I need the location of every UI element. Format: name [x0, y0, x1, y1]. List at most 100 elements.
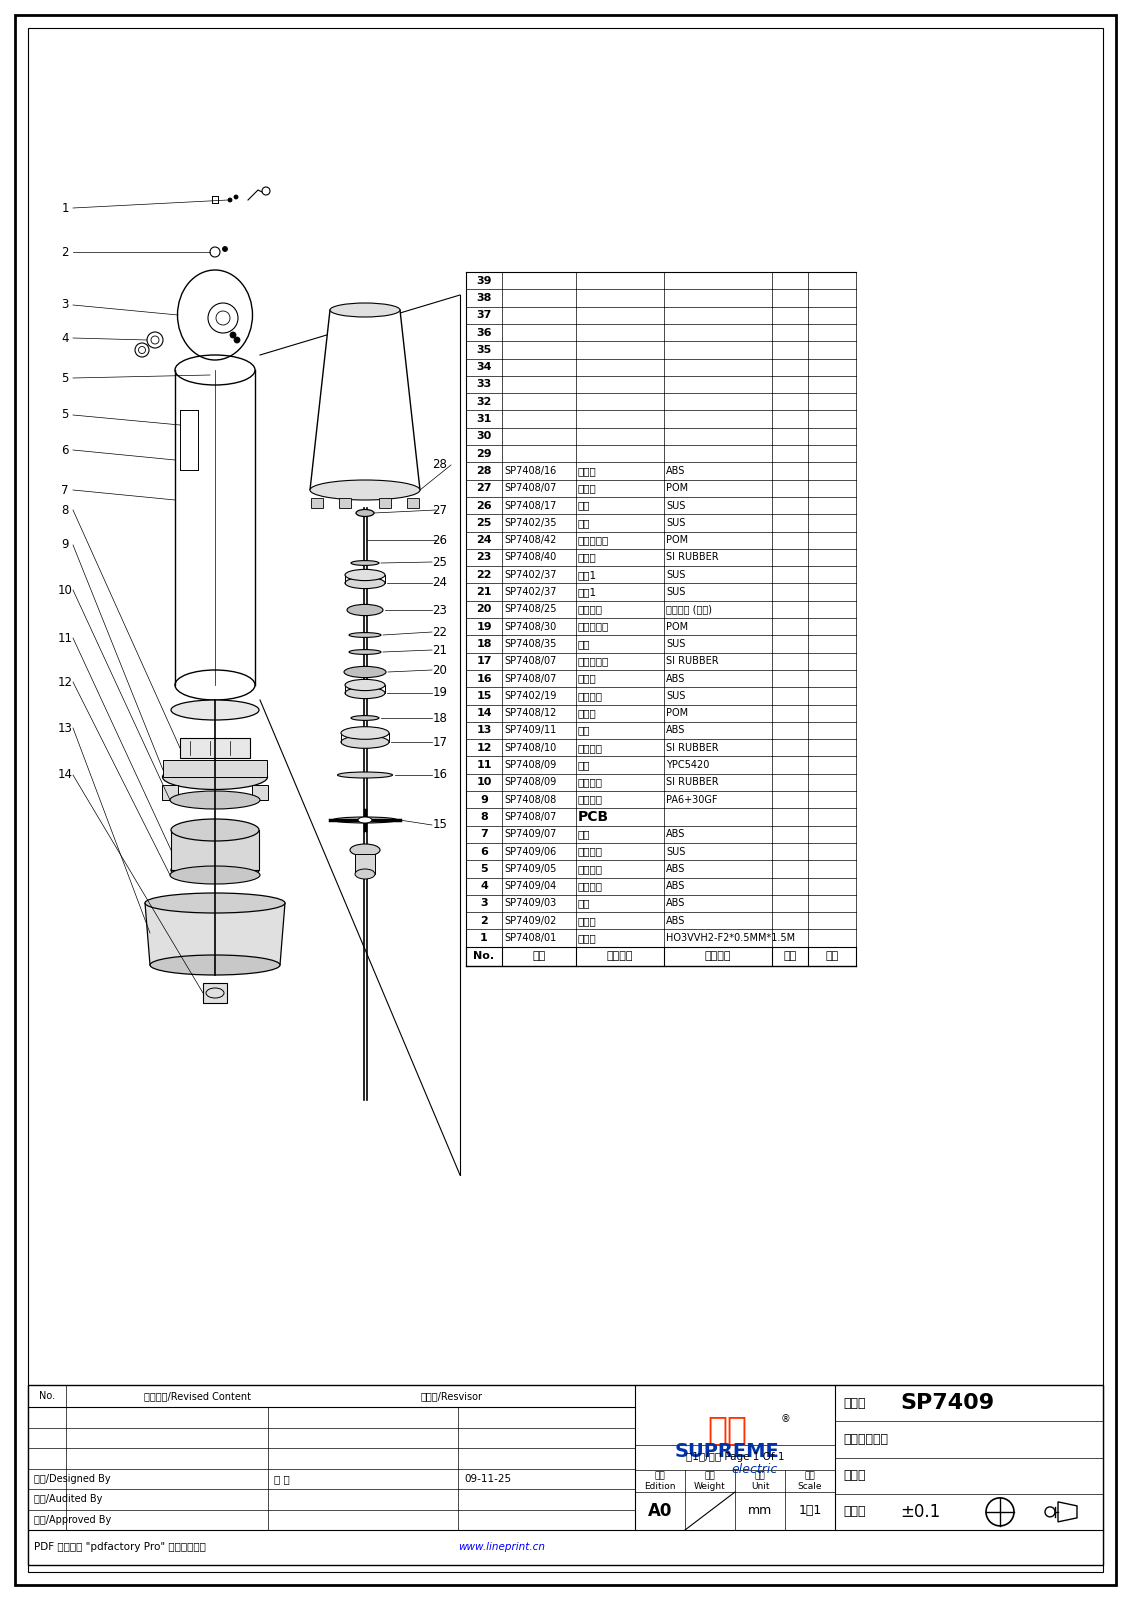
Text: 11: 11	[58, 632, 72, 645]
Text: SI RUBBER: SI RUBBER	[666, 778, 718, 787]
Text: www.lineprint.cn: www.lineprint.cn	[458, 1542, 545, 1552]
Text: 14: 14	[476, 709, 492, 718]
Polygon shape	[145, 902, 285, 965]
Text: 13: 13	[58, 722, 72, 734]
Text: 单位
Unit: 单位 Unit	[751, 1472, 769, 1491]
Text: 6: 6	[61, 443, 69, 456]
Text: 9: 9	[480, 795, 487, 805]
Text: 16: 16	[432, 768, 448, 781]
Text: SP7408/16: SP7408/16	[504, 466, 556, 475]
Text: 4: 4	[480, 882, 487, 891]
Bar	[202, 982, 227, 1003]
Bar	[28, 1386, 1103, 1565]
Text: SP7408/12: SP7408/12	[504, 709, 556, 718]
Circle shape	[223, 246, 227, 251]
Text: 22: 22	[432, 626, 448, 638]
Text: 11: 11	[476, 760, 492, 770]
Text: SP7409/03: SP7409/03	[504, 899, 556, 909]
Text: SP7402/37: SP7402/37	[504, 570, 556, 579]
Text: ABS: ABS	[666, 829, 685, 840]
Text: 审核/Audited By: 审核/Audited By	[34, 1494, 103, 1504]
Ellipse shape	[351, 560, 379, 565]
Text: SP7408/07: SP7408/07	[504, 811, 556, 822]
Text: 9: 9	[61, 539, 69, 552]
Bar	[163, 760, 267, 778]
Text: 16: 16	[476, 674, 492, 683]
Text: 20: 20	[432, 664, 448, 677]
Bar	[355, 854, 375, 874]
Text: 19: 19	[432, 686, 448, 699]
Text: 18: 18	[432, 712, 448, 725]
Text: 电源线: 电源线	[578, 933, 597, 942]
Text: 33: 33	[476, 379, 492, 389]
Text: SP7408/30: SP7408/30	[504, 622, 556, 632]
Text: 比例
Scale: 比例 Scale	[797, 1472, 822, 1491]
Text: 扰拌刀片: 扰拌刀片	[578, 691, 603, 701]
Text: 28: 28	[432, 459, 448, 472]
Text: 14: 14	[58, 768, 72, 781]
Text: 修订内容/Revised Content: 修订内容/Revised Content	[144, 1390, 250, 1402]
Bar	[379, 498, 391, 509]
Text: 刀轴套: 刀轴套	[578, 466, 597, 475]
Text: 版本
Edition: 版本 Edition	[645, 1472, 675, 1491]
Text: YPC5420: YPC5420	[666, 760, 709, 770]
Text: SP7402/35: SP7402/35	[504, 518, 556, 528]
Text: 平坈1: 平坈1	[578, 587, 597, 597]
Text: 尾盖: 尾盖	[578, 899, 590, 909]
Text: SUS: SUS	[666, 570, 685, 579]
Text: 上盖: 上盖	[578, 725, 590, 736]
Text: 轴尾座: 轴尾座	[578, 483, 597, 493]
Text: 含油合金 (铜合): 含油合金 (铜合)	[666, 605, 713, 614]
Text: 卡货: 卡货	[578, 518, 590, 528]
Text: PCB: PCB	[578, 810, 610, 824]
Polygon shape	[310, 310, 420, 490]
Text: SUS: SUS	[666, 638, 685, 650]
Text: 2: 2	[481, 915, 487, 926]
Ellipse shape	[347, 605, 383, 616]
Text: ABS: ABS	[666, 725, 685, 736]
Text: 35: 35	[476, 346, 492, 355]
Text: 19: 19	[476, 622, 492, 632]
Text: No.: No.	[474, 952, 494, 962]
Circle shape	[234, 338, 240, 342]
Text: 3: 3	[61, 299, 69, 312]
Text: 10: 10	[58, 584, 72, 597]
Text: 1：1: 1：1	[798, 1504, 821, 1517]
Ellipse shape	[349, 632, 381, 637]
Text: 09-11-25: 09-11-25	[464, 1474, 511, 1483]
Text: 5: 5	[61, 408, 69, 421]
Bar	[171, 830, 259, 870]
Text: SP7409/06: SP7409/06	[504, 846, 556, 856]
Text: 图号: 图号	[533, 952, 545, 962]
Ellipse shape	[359, 818, 372, 822]
Text: 29: 29	[476, 448, 492, 459]
Text: POM: POM	[666, 534, 688, 546]
Text: ABS: ABS	[666, 915, 685, 926]
Text: 12: 12	[58, 675, 72, 688]
Text: 4: 4	[61, 331, 69, 344]
Text: 连接头: 连接头	[578, 709, 597, 718]
Text: 防水板: 防水板	[578, 674, 597, 683]
Text: 卡货: 卡货	[578, 638, 590, 650]
Text: 25: 25	[476, 518, 492, 528]
Text: 15: 15	[476, 691, 492, 701]
Bar	[339, 498, 351, 509]
Ellipse shape	[333, 818, 397, 822]
Circle shape	[234, 195, 238, 198]
Text: 5: 5	[61, 371, 69, 384]
Text: 23: 23	[432, 603, 448, 616]
Text: 36: 36	[476, 328, 492, 338]
Text: ABS: ABS	[666, 899, 685, 909]
Circle shape	[228, 198, 232, 202]
Text: SP7408/09: SP7408/09	[504, 778, 556, 787]
Ellipse shape	[349, 845, 380, 856]
Text: SUS: SUS	[666, 846, 685, 856]
Text: 32: 32	[476, 397, 492, 406]
Ellipse shape	[351, 715, 379, 720]
Text: PA6+30GF: PA6+30GF	[666, 795, 717, 805]
Ellipse shape	[337, 773, 392, 778]
Text: 重量
Weight: 重量 Weight	[694, 1472, 726, 1491]
Text: SP7409/07: SP7409/07	[504, 829, 556, 840]
Ellipse shape	[344, 666, 386, 678]
Text: 24: 24	[476, 534, 492, 546]
